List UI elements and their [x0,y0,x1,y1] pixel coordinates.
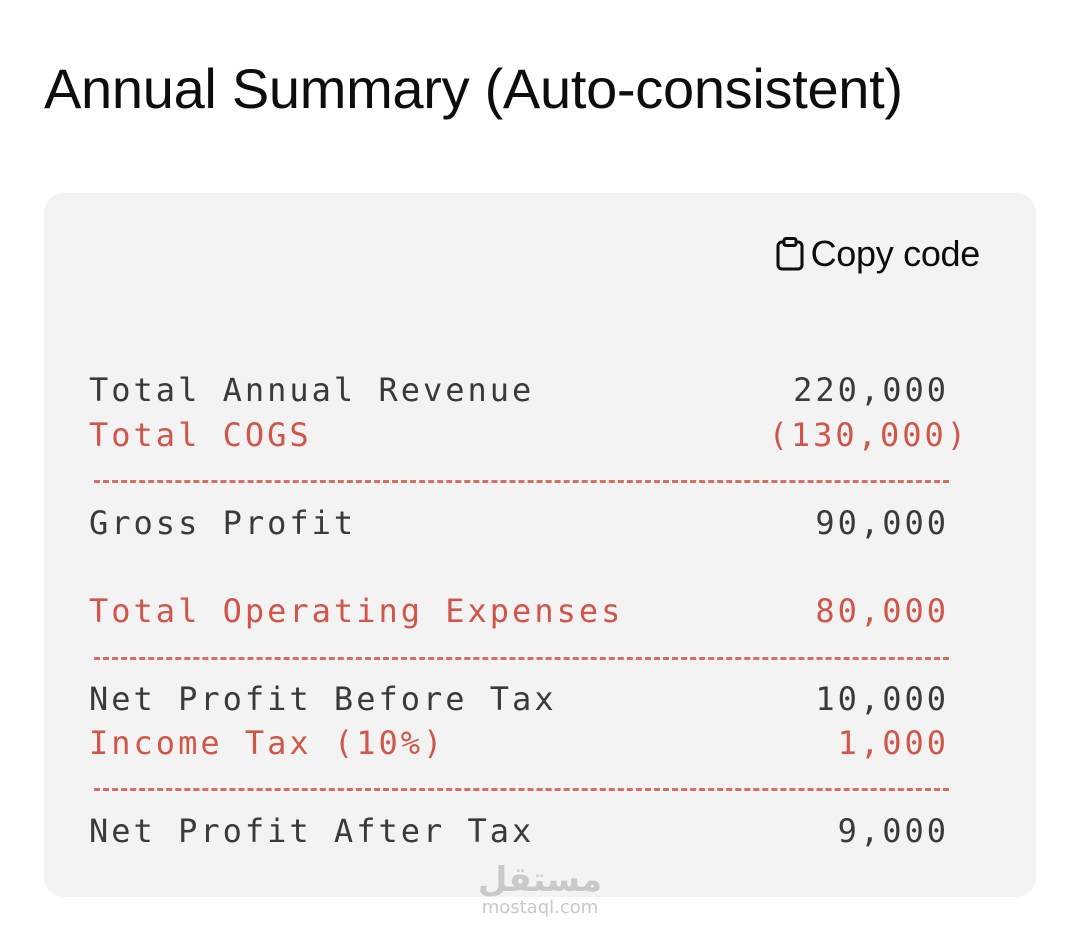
line-gross-profit: Gross Profit 90,000 [89,501,949,545]
code-block: Copy code Total Annual Revenue 220,000 T… [44,193,1036,897]
line-label: Total Annual Revenue [89,371,535,409]
line-net-profit-before-tax: Net Profit Before Tax 10,000 [89,677,949,721]
page-title: Annual Summary (Auto-consistent) [44,57,903,120]
line-label: Net Profit Before Tax [89,680,557,718]
line-label: Income Tax (10%) [89,724,446,762]
line-net-profit-after-tax: Net Profit After Tax 9,000 [89,809,949,853]
dashed-separator [94,788,949,791]
line-label: Total Operating Expenses [89,592,624,630]
line-value: 1,000 [837,724,949,762]
copy-code-button[interactable]: Copy code [775,233,980,275]
copy-code-label: Copy code [810,233,981,274]
line-value: (130,000) [768,416,969,454]
line-label: Total COGS [89,416,312,454]
line-value: 9,000 [837,812,949,850]
line-value: 90,000 [815,504,949,542]
dashed-separator [94,480,949,483]
watermark-logo: مستقل [477,860,603,900]
line-label: Gross Profit [89,504,357,542]
line-value: 220,000 [793,371,949,409]
line-total-cogs: Total COGS (130,000) [89,413,966,457]
line-label: Net Profit After Tax [89,812,535,850]
clipboard-icon [775,237,805,271]
line-total-operating-expenses: Total Operating Expenses 80,000 [89,589,949,633]
dashed-separator [94,657,949,660]
line-income-tax: Income Tax (10%) 1,000 [89,721,949,765]
watermark-domain: mostaql.com [481,897,599,918]
line-value: 80,000 [815,592,949,630]
line-total-annual-revenue: Total Annual Revenue 220,000 [89,368,949,412]
watermark: مستقل mostaql.com [470,862,610,918]
line-value: 10,000 [815,680,949,718]
